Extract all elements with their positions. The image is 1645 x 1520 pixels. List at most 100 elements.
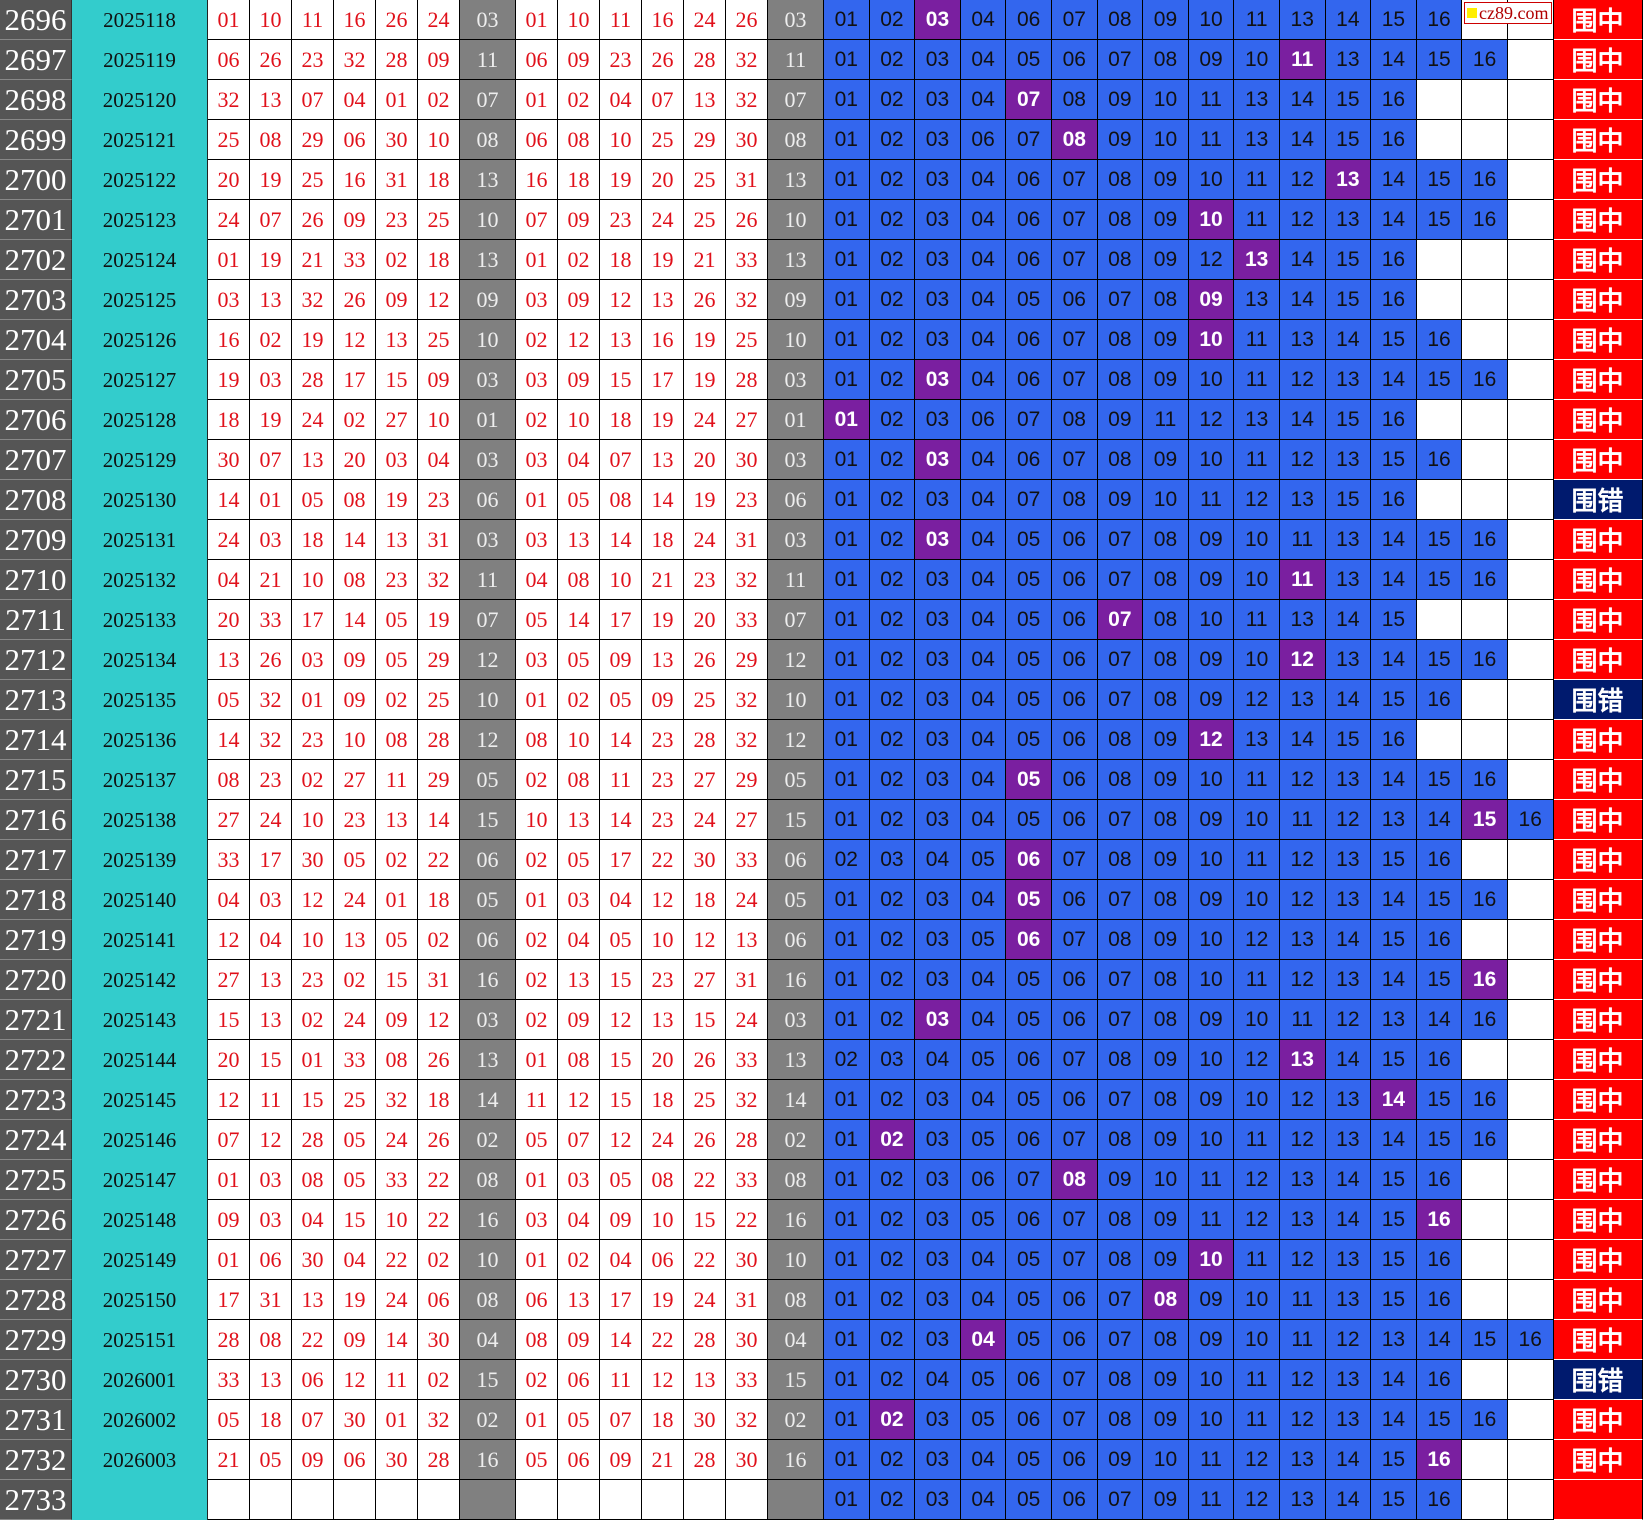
draw-number: 08 [250,120,292,160]
candidate-ball: 03 [915,1280,961,1320]
candidate-ball: 04 [960,1440,1007,1480]
special-number-repeat: 06 [768,480,824,520]
sorted-number: 23 [600,40,642,80]
candidate-ball: 12 [1234,1200,1280,1240]
candidate-ball: 03 [915,920,961,960]
sorted-number: 12 [600,1000,642,1040]
draw-number: 32 [418,1400,460,1440]
candidate-ball: 16 [1371,240,1417,280]
draw-number: 24 [292,400,334,440]
candidate-ball: 02 [869,440,916,480]
sorted-number: 19 [642,1280,684,1320]
issue-date: 2025146 [72,1120,208,1160]
row-number: 2711 [0,600,72,640]
candidate-ball: 02 [869,280,916,320]
sorted-number: 12 [684,920,726,960]
sorted-number: 26 [684,1040,726,1080]
candidate-ball: 13 [1371,800,1417,840]
draw-number: 05 [376,920,418,960]
special-number: 02 [460,1120,516,1160]
sorted-number: 12 [558,1080,600,1120]
result-badge: 围中 [1553,920,1643,960]
draw-number: 32 [334,40,376,80]
candidate-ball: 04 [960,760,1007,800]
candidate-ball: 01 [824,160,870,200]
candidate-ball: 12 [1234,1440,1280,1480]
sorted-number: 20 [642,160,684,200]
draw-number: 12 [208,920,250,960]
candidate-ball: 07 [1051,240,1098,280]
draw-number: 07 [292,1400,334,1440]
sorted-number: 08 [558,1040,600,1080]
candidate-ball: 02 [869,480,916,520]
candidate-ball: 06 [1006,1360,1052,1400]
sorted-number: 08 [600,480,642,520]
candidate-ball: 06 [1006,320,1052,360]
issue-date: 2025135 [72,680,208,720]
special-number-repeat: 02 [768,1120,824,1160]
candidate-ball: 07 [1051,1240,1098,1280]
candidate-ball: 08 [1143,40,1189,80]
candidate-ball: 05 [1006,600,1052,640]
candidate-ball: 03 [915,40,961,80]
candidate-ball: 01 [824,1000,870,1040]
candidate-ball: 03 [915,1480,961,1520]
sorted-number: 18 [600,400,642,440]
draw-number: 33 [376,1160,418,1200]
draw-number: 13 [250,80,292,120]
draw-number: 05 [208,680,250,720]
draw-number: 04 [250,920,292,960]
candidate-ball: 03 [915,1400,961,1440]
row-number: 2728 [0,1280,72,1320]
draw-number: 23 [376,560,418,600]
candidate-ball: 06 [1006,160,1052,200]
sorted-number: 18 [642,1080,684,1120]
draw-number: 16 [334,0,376,40]
draw-number: 01 [208,1160,250,1200]
candidate-ball: 07 [1051,200,1098,240]
draw-number: 02 [376,240,418,280]
candidate-ball: 13 [1325,1400,1372,1440]
sorted-number: 06 [558,1360,600,1400]
candidate-ball: 13 [1279,680,1326,720]
special-number: 13 [460,160,516,200]
candidate-ball: 05 [960,840,1007,880]
candidate-ball: 15 [1325,120,1372,160]
draw-number: 23 [292,720,334,760]
draw-number: 18 [418,160,460,200]
empty-cell [1507,1360,1554,1400]
candidate-ball: 16 [1416,1040,1463,1080]
candidate-ball: 03 [915,400,961,440]
sorted-number: 15 [600,1080,642,1120]
draw-number: 05 [292,480,334,520]
candidate-ball: 10 [1234,40,1280,80]
candidate-ball: 14 [1279,120,1326,160]
sorted-number: 02 [516,320,558,360]
special-number: 03 [460,0,516,40]
sorted-number: 13 [642,640,684,680]
draw-number: 19 [250,160,292,200]
candidate-ball: 02 [869,760,916,800]
candidate-ball: 09 [1097,480,1144,520]
candidate-ball: 10 [1188,1040,1235,1080]
issue-date: 2025143 [72,1000,208,1040]
sorted-number: 02 [516,960,558,1000]
candidate-ball: 15 [1371,1040,1417,1080]
candidate-ball: 02 [869,920,916,960]
candidate-ball: 10 [1188,0,1235,40]
candidate-ball: 14 [1325,1160,1372,1200]
highlighted-ball: 16 [1416,1200,1463,1240]
candidate-ball: 01 [824,720,870,760]
draw-number: 30 [208,440,250,480]
candidate-ball: 14 [1371,40,1417,80]
issue-date: 2025123 [72,200,208,240]
row-number: 2729 [0,1320,72,1360]
candidate-ball: 13 [1325,880,1372,920]
candidate-ball: 02 [824,840,870,880]
candidate-ball: 13 [1325,1240,1372,1280]
draw-number [250,1480,292,1520]
table-row: 2714 2025136 14 32 23 10 08 28 12 08 10 14 23 28 32 12 0… [0,720,1645,760]
special-number-repeat: 10 [768,320,824,360]
highlighted-ball: 02 [869,1400,916,1440]
draw-number: 30 [292,840,334,880]
